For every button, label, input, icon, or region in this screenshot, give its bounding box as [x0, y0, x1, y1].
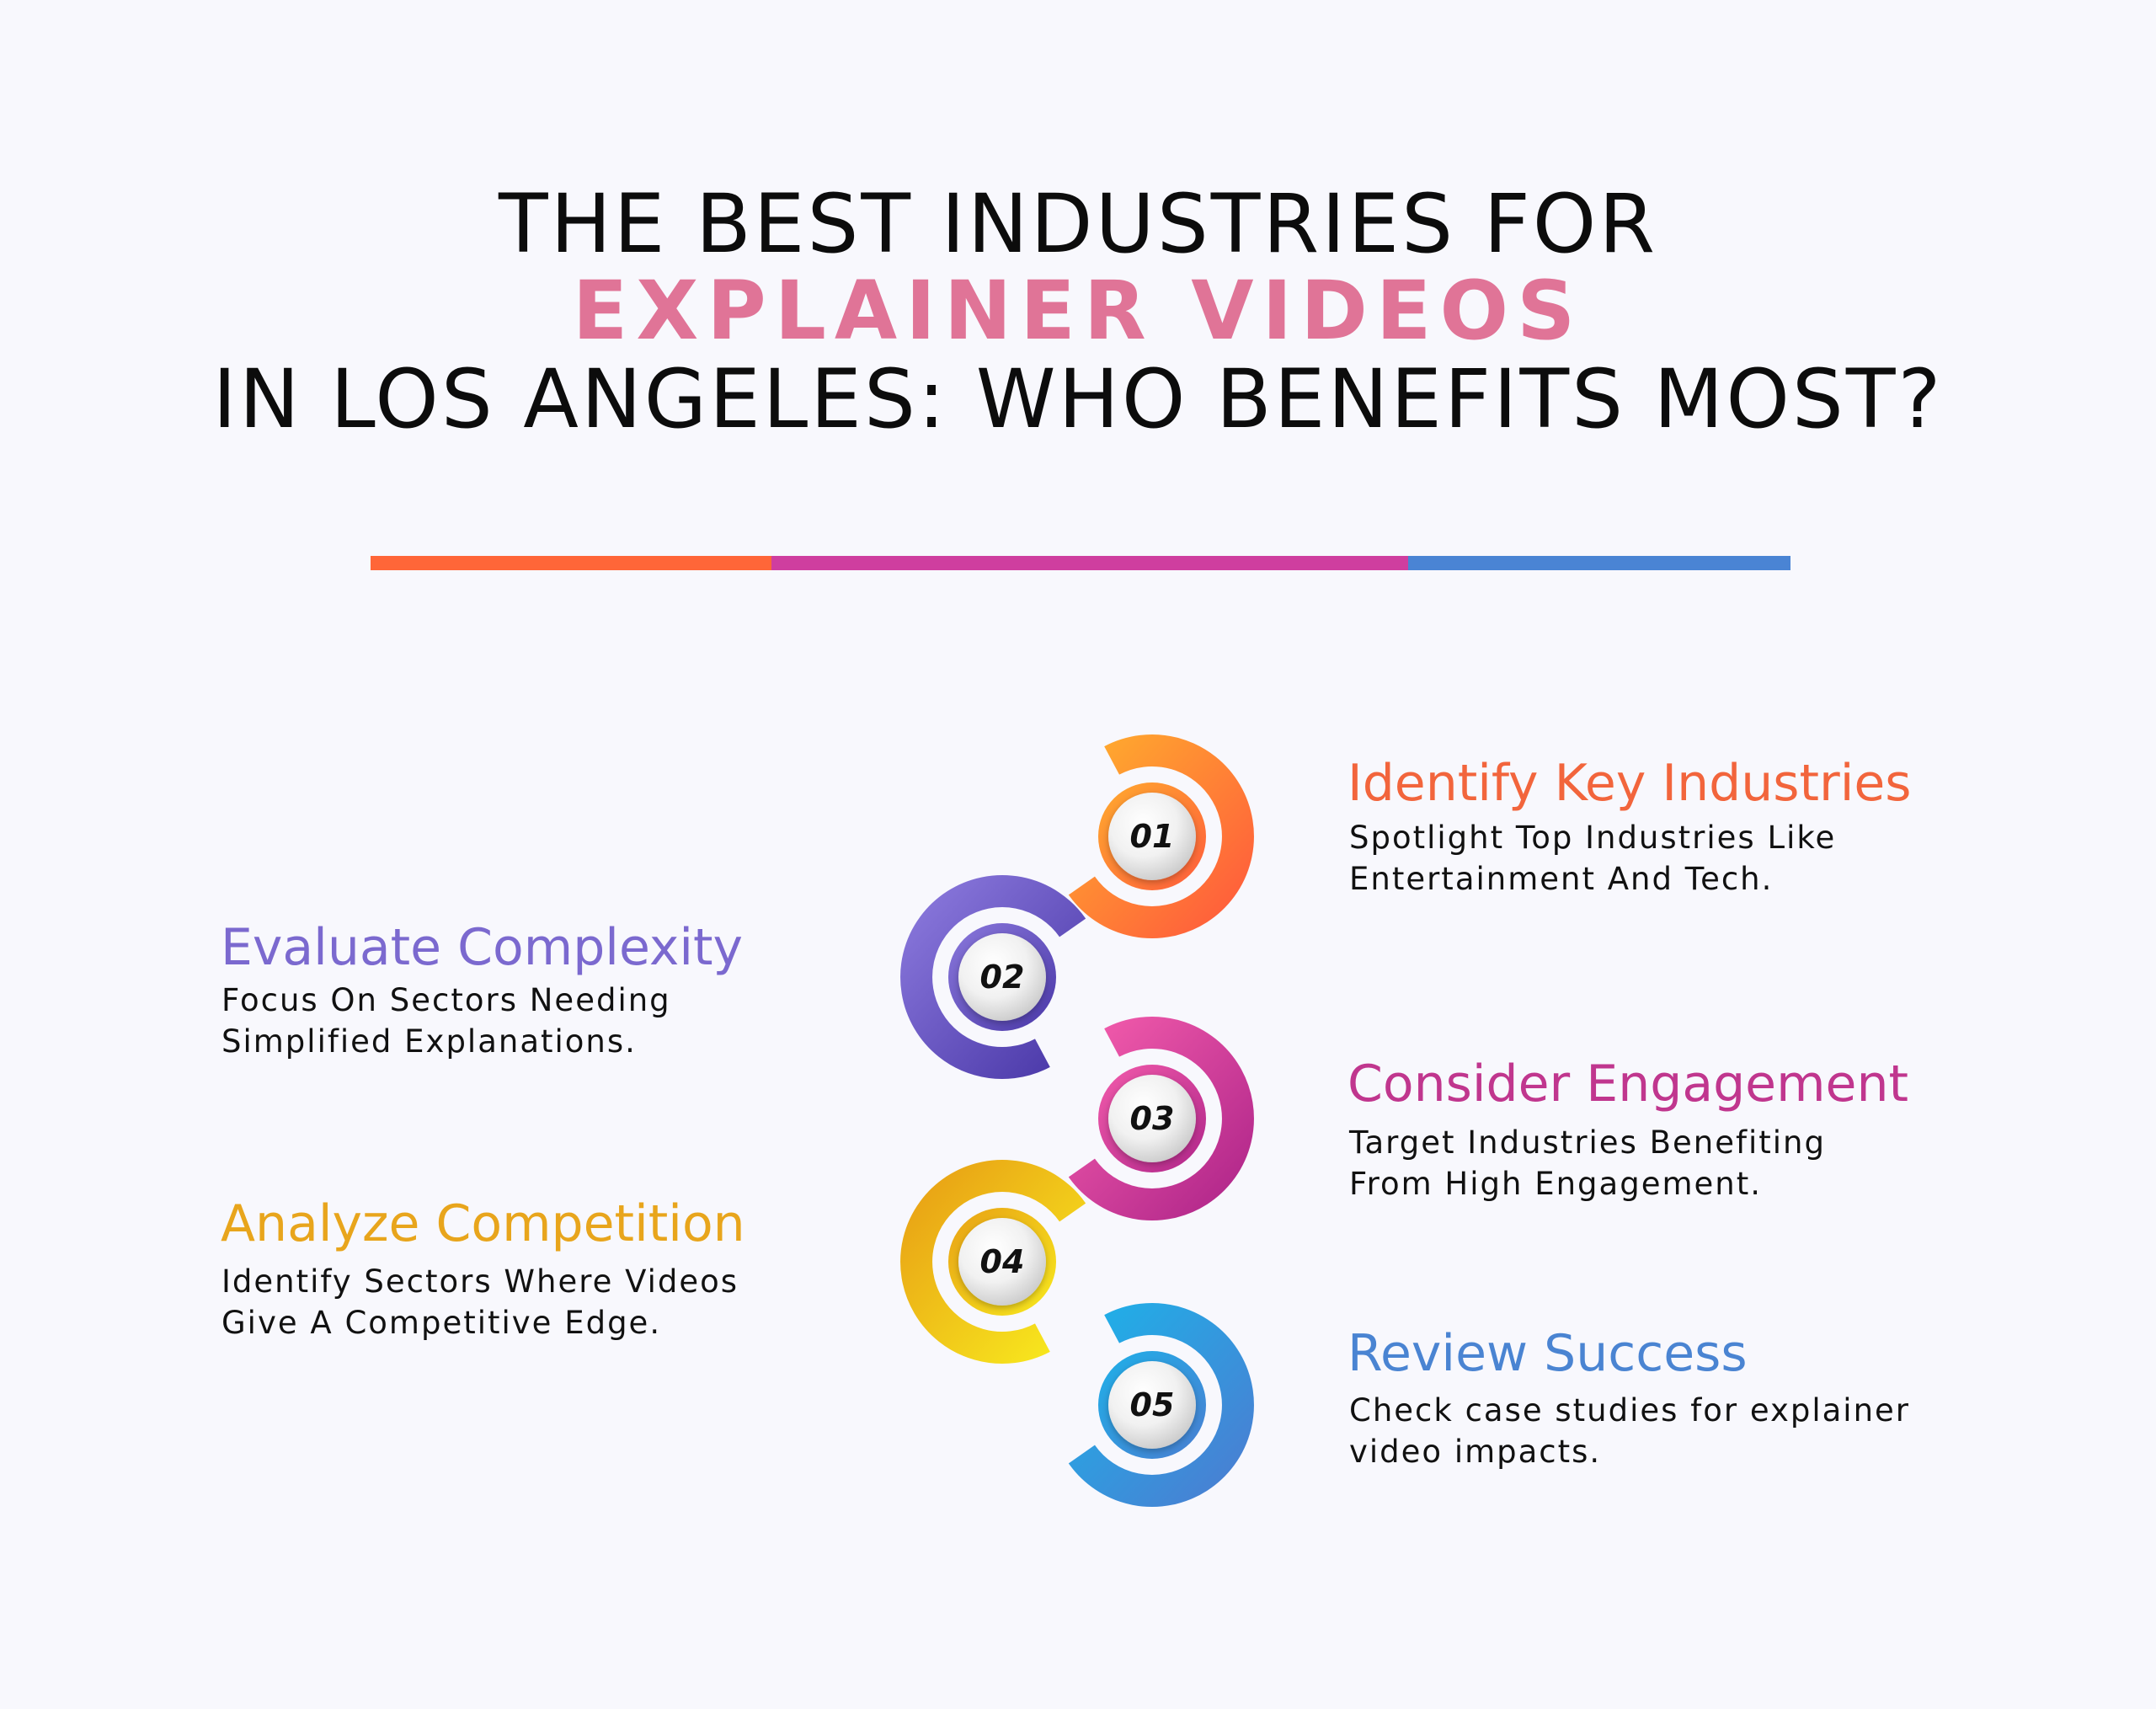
title-line-3: IN LOS ANGELES: WHO BENEFITS MOST?	[212, 352, 1944, 446]
step-2-arc	[900, 875, 1086, 1080]
step-1-title: Identify Key Industries	[1348, 754, 1912, 813]
step-1-description: Spotlight Top Industries Like Entertainm…	[1349, 820, 1837, 897]
step-3-number: 03	[1130, 1100, 1175, 1137]
step-4-number: 04	[980, 1243, 1025, 1280]
step-2-number: 02	[980, 959, 1025, 996]
step-3-badge-disc	[1108, 1075, 1196, 1162]
step-4-badge-disc	[958, 1218, 1046, 1306]
step-3-title: Consider Engagement	[1348, 1055, 1909, 1114]
step-2-description: Focus On Sectors Needing Simplified Expl…	[221, 982, 671, 1060]
arcs-layer	[900, 734, 1254, 1507]
step-4-arc	[900, 1160, 1086, 1365]
divider-segment-orange	[371, 556, 771, 570]
step-5-number: 05	[1130, 1386, 1175, 1423]
title-highlight: EXPLAINER VIDEOS	[572, 264, 1584, 358]
title-line-1: THE BEST INDUSTRIES FOR	[498, 177, 1658, 271]
step-1-badge-disc	[1108, 793, 1196, 880]
divider-segment-blue	[1408, 556, 1790, 570]
step-5-description: Check case studies for explainer video i…	[1349, 1392, 1910, 1470]
step-1-arc	[1068, 734, 1254, 938]
step-5-arc	[1068, 1302, 1254, 1507]
step-3-arc	[1068, 1016, 1254, 1220]
step-3-description: Target Industries Benefiting From High E…	[1349, 1124, 1826, 1202]
step-2-badge-disc	[958, 933, 1046, 1021]
step-4-description: Identify Sectors Where Videos Give A Com…	[221, 1263, 739, 1341]
step-1-number: 01	[1130, 818, 1175, 855]
divider-segment-magenta	[771, 556, 1408, 570]
step-5-title: Review Success	[1348, 1324, 1748, 1383]
step-4-title: Analyze Competition	[221, 1194, 745, 1253]
step-2-title: Evaluate Complexity	[221, 918, 744, 977]
step-5-badge-disc	[1108, 1361, 1196, 1449]
badges-layer: 01 02 03 04 05	[948, 782, 1206, 1459]
